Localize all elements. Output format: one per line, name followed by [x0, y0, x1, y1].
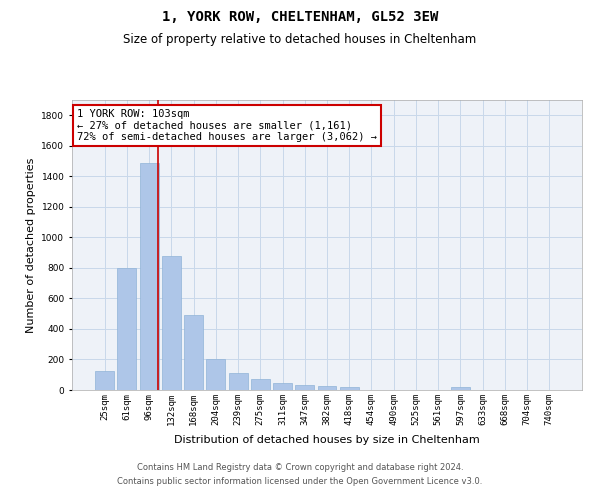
Bar [273, 382, 292, 390]
Bar [140, 162, 158, 390]
Bar [206, 358, 225, 390]
Text: Contains public sector information licensed under the Open Government Licence v3: Contains public sector information licen… [118, 477, 482, 486]
Text: Distribution of detached houses by size in Cheltenham: Distribution of detached houses by size … [174, 435, 480, 445]
Text: 1, YORK ROW, CHELTENHAM, GL52 3EW: 1, YORK ROW, CHELTENHAM, GL52 3EW [162, 10, 438, 24]
Bar [95, 371, 114, 390]
Bar [184, 315, 203, 390]
Y-axis label: Number of detached properties: Number of detached properties [26, 158, 36, 332]
Bar [295, 384, 314, 390]
Bar [118, 268, 136, 390]
Bar [229, 373, 248, 390]
Text: 1 YORK ROW: 103sqm
← 27% of detached houses are smaller (1,161)
72% of semi-deta: 1 YORK ROW: 103sqm ← 27% of detached hou… [77, 108, 377, 142]
Bar [451, 388, 470, 390]
Bar [162, 256, 181, 390]
Text: Contains HM Land Registry data © Crown copyright and database right 2024.: Contains HM Land Registry data © Crown c… [137, 464, 463, 472]
Bar [317, 386, 337, 390]
Bar [251, 380, 270, 390]
Text: Size of property relative to detached houses in Cheltenham: Size of property relative to detached ho… [124, 32, 476, 46]
Bar [340, 386, 359, 390]
